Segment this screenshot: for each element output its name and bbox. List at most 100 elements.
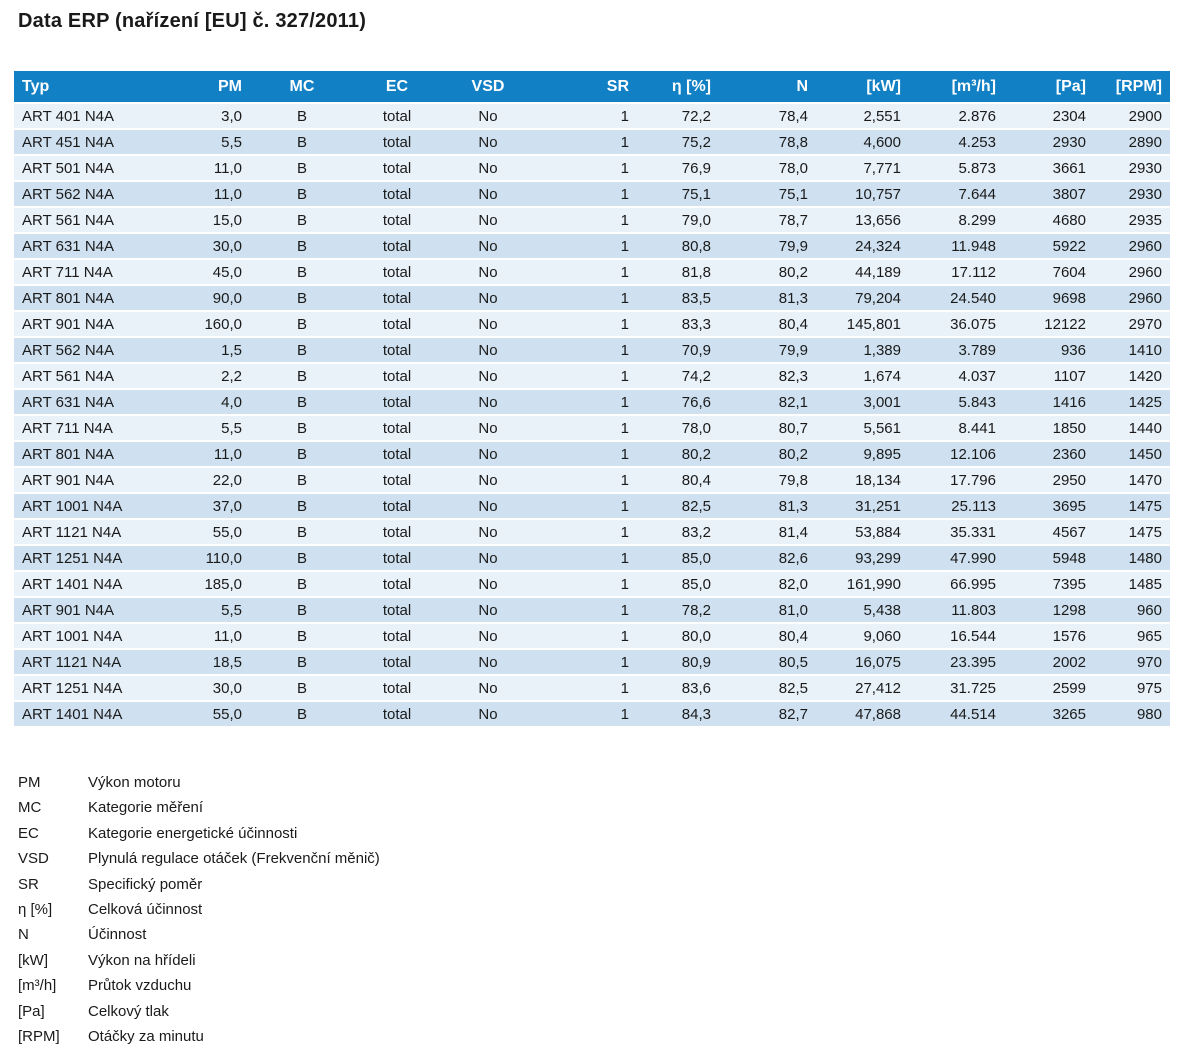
table-cell: total xyxy=(354,650,440,676)
table-cell: 80,2 xyxy=(637,442,719,468)
table-cell: 1 xyxy=(536,286,637,312)
table-cell: 1 xyxy=(536,260,637,286)
table-cell: 78,0 xyxy=(719,156,816,182)
table-cell: No xyxy=(440,676,536,702)
table-cell: ART 801 N4A xyxy=(14,442,170,468)
table-cell: 1 xyxy=(536,364,637,390)
table-cell: total xyxy=(354,312,440,338)
table-cell: 24,324 xyxy=(816,234,909,260)
table-cell: total xyxy=(354,676,440,702)
table-cell: B xyxy=(250,208,354,234)
table-cell: 11,0 xyxy=(170,624,250,650)
table-cell: 110,0 xyxy=(170,546,250,572)
table-cell: 80,2 xyxy=(719,442,816,468)
table-cell: 80,7 xyxy=(719,416,816,442)
table-cell: 5948 xyxy=(1004,546,1094,572)
table-cell: 2930 xyxy=(1004,130,1094,156)
table-cell: 1,389 xyxy=(816,338,909,364)
table-cell: No xyxy=(440,182,536,208)
table-cell: 1 xyxy=(536,312,637,338)
column-header: [m³/h] xyxy=(909,71,1004,104)
table-cell: 80,0 xyxy=(637,624,719,650)
table-cell: 7.644 xyxy=(909,182,1004,208)
table-cell: B xyxy=(250,286,354,312)
table-cell: 3695 xyxy=(1004,494,1094,520)
table-cell: 82,5 xyxy=(719,676,816,702)
table-cell: total xyxy=(354,364,440,390)
table-cell: total xyxy=(354,390,440,416)
table-cell: ART 901 N4A xyxy=(14,468,170,494)
table-cell: 1 xyxy=(536,234,637,260)
table-cell: B xyxy=(250,598,354,624)
table-cell: 11.803 xyxy=(909,598,1004,624)
table-cell: 5.873 xyxy=(909,156,1004,182)
table-cell: 11.948 xyxy=(909,234,1004,260)
table-cell: 161,990 xyxy=(816,572,909,598)
table-cell: 82,3 xyxy=(719,364,816,390)
table-cell: 2900 xyxy=(1094,104,1170,130)
table-cell: 16.544 xyxy=(909,624,1004,650)
table-cell: ART 901 N4A xyxy=(14,598,170,624)
table-cell: 18,134 xyxy=(816,468,909,494)
table-cell: ART 562 N4A xyxy=(14,338,170,364)
table-cell: total xyxy=(354,260,440,286)
table-cell: 72,2 xyxy=(637,104,719,130)
table-cell: 81,4 xyxy=(719,520,816,546)
table-cell: 12122 xyxy=(1004,312,1094,338)
table-cell: 2002 xyxy=(1004,650,1094,676)
table-cell: 2360 xyxy=(1004,442,1094,468)
table-cell: ART 1001 N4A xyxy=(14,494,170,520)
table-cell: 47.990 xyxy=(909,546,1004,572)
table-cell: B xyxy=(250,130,354,156)
table-cell: 1,674 xyxy=(816,364,909,390)
table-cell: 78,4 xyxy=(719,104,816,130)
table-cell: B xyxy=(250,494,354,520)
table-cell: 145,801 xyxy=(816,312,909,338)
table-cell: 1450 xyxy=(1094,442,1170,468)
legend-row: N Účinnost xyxy=(18,922,1170,947)
table-cell: 2930 xyxy=(1094,156,1170,182)
table-cell: 4.253 xyxy=(909,130,1004,156)
table-cell: 55,0 xyxy=(170,520,250,546)
table-cell: 1475 xyxy=(1094,520,1170,546)
table-cell: 1410 xyxy=(1094,338,1170,364)
erp-table: Typ PM MC EC VSD SR η [%] N [kW] [m³/h] [Pa] [RPM] … xyxy=(14,71,1170,728)
table-cell: 81,8 xyxy=(637,260,719,286)
table-cell: 22,0 xyxy=(170,468,250,494)
table-cell: 5,5 xyxy=(170,598,250,624)
table-cell: 80,2 xyxy=(719,260,816,286)
table-cell: 1850 xyxy=(1004,416,1094,442)
table-cell: 7395 xyxy=(1004,572,1094,598)
table-cell: No xyxy=(440,520,536,546)
legend-row: SR Specifický poměr xyxy=(18,872,1170,897)
table-cell: 1298 xyxy=(1004,598,1094,624)
table-cell: 55,0 xyxy=(170,702,250,728)
table-cell: 5922 xyxy=(1004,234,1094,260)
table-cell: 11,0 xyxy=(170,156,250,182)
table-cell: 1576 xyxy=(1004,624,1094,650)
table-cell: B xyxy=(250,104,354,130)
table-cell: No xyxy=(440,546,536,572)
table-cell: 965 xyxy=(1094,624,1170,650)
table-cell: 1 xyxy=(536,546,637,572)
table-cell: 1 xyxy=(536,468,637,494)
legend-row: [kW] Výkon na hřídeli xyxy=(18,948,1170,973)
table-cell: total xyxy=(354,598,440,624)
table-cell: 66.995 xyxy=(909,572,1004,598)
table-cell: 5,5 xyxy=(170,416,250,442)
legend-term: VSD xyxy=(18,850,49,868)
table-cell: No xyxy=(440,624,536,650)
table-cell: No xyxy=(440,442,536,468)
legend-description: Průtok vzduchu xyxy=(88,977,192,995)
table-cell: 2930 xyxy=(1094,182,1170,208)
table-cell: No xyxy=(440,130,536,156)
